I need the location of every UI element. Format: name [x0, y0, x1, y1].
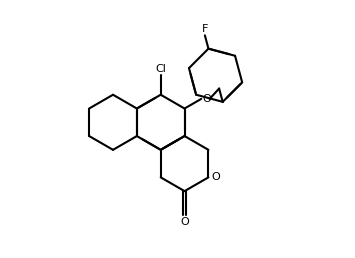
- Text: F: F: [202, 24, 208, 34]
- Text: O: O: [203, 94, 211, 104]
- Text: O: O: [211, 172, 220, 182]
- Text: O: O: [180, 217, 189, 227]
- Text: Cl: Cl: [155, 64, 166, 74]
